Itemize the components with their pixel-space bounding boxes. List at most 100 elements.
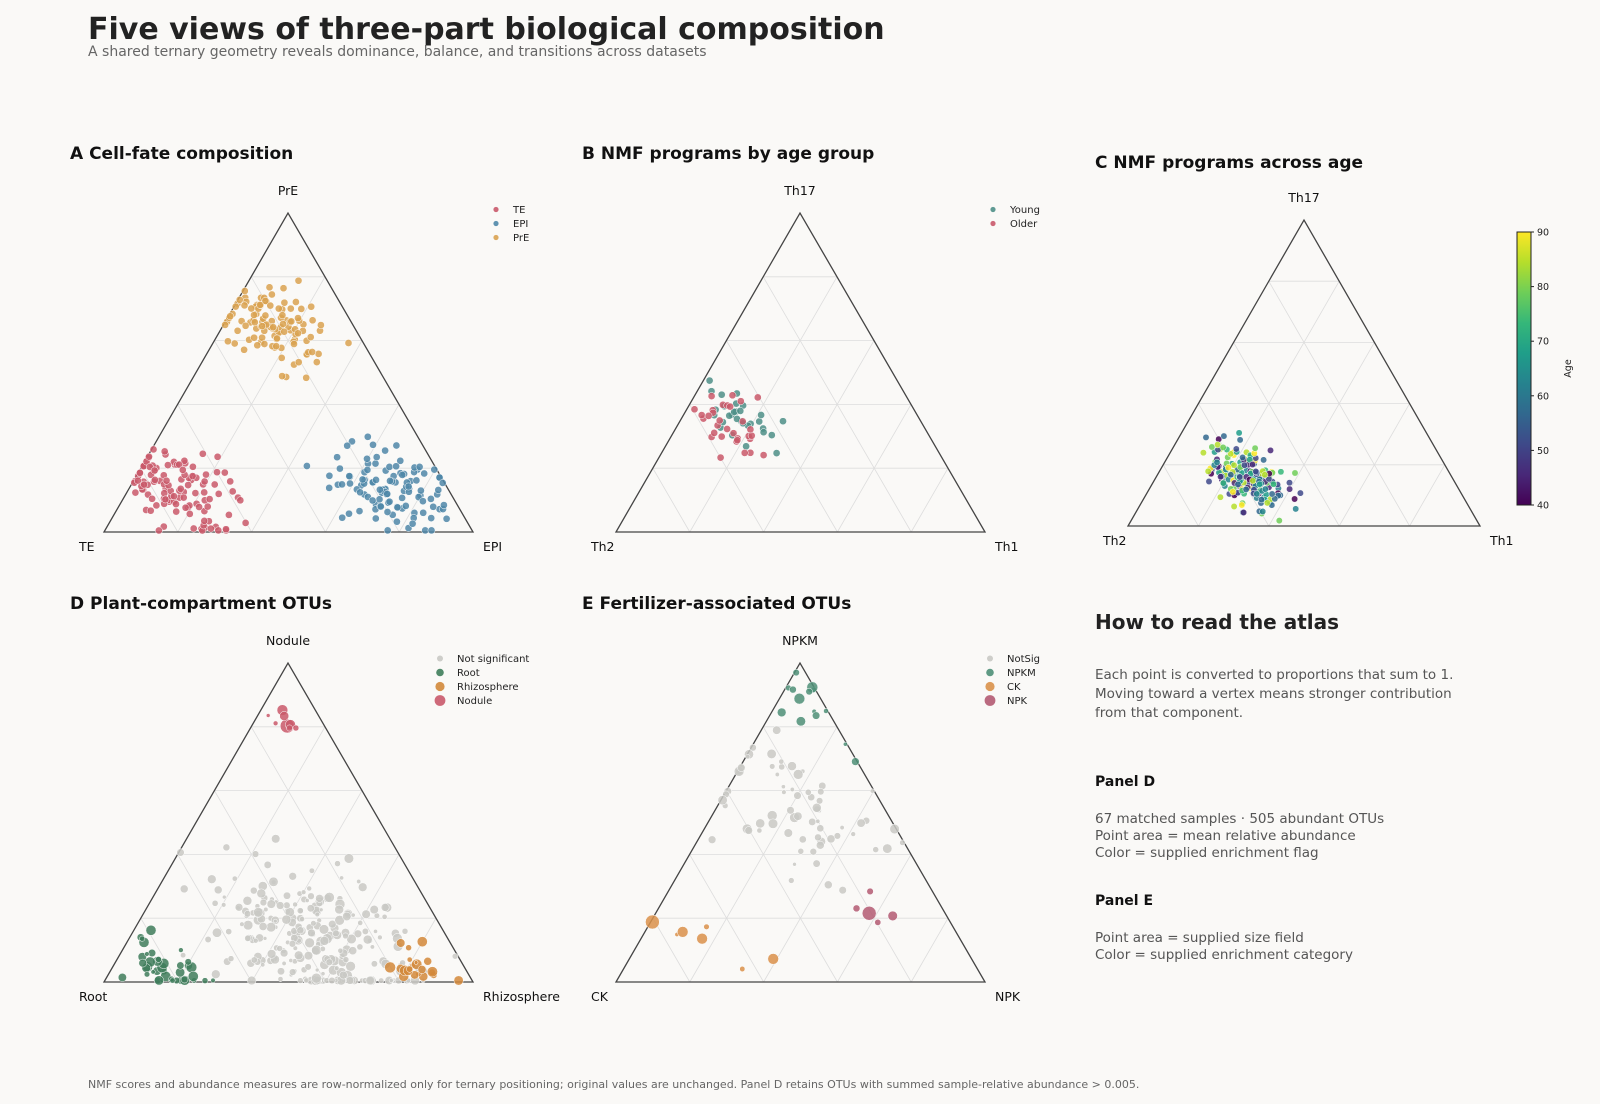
data-point xyxy=(145,452,153,461)
data-point xyxy=(276,901,285,910)
data-point xyxy=(233,326,242,335)
data-point xyxy=(314,911,320,918)
data-point xyxy=(1296,489,1304,497)
data-point xyxy=(162,476,171,485)
data-point xyxy=(1291,469,1299,477)
data-point xyxy=(262,936,268,941)
colorbar-tick-label: 90 xyxy=(1537,228,1549,239)
data-point xyxy=(372,476,380,484)
data-point xyxy=(346,933,357,945)
data-point xyxy=(451,953,459,960)
data-point xyxy=(723,425,731,433)
data-point xyxy=(1227,471,1235,479)
data-point xyxy=(357,920,364,926)
data-point xyxy=(228,487,237,496)
data-point xyxy=(377,934,383,941)
data-point xyxy=(150,466,159,475)
data-point xyxy=(117,973,127,982)
data-point xyxy=(767,431,776,439)
data-point xyxy=(1275,517,1283,525)
data-point xyxy=(279,284,288,293)
data-point xyxy=(169,977,176,984)
data-point xyxy=(180,456,189,465)
data-point xyxy=(1260,456,1268,464)
panel-title: C NMF programs across age xyxy=(1095,153,1363,173)
footnote: NMF scores and abundance measures are ro… xyxy=(88,1078,1139,1091)
data-point xyxy=(1261,485,1269,493)
data-point xyxy=(345,509,353,518)
data-point xyxy=(804,788,812,796)
data-point xyxy=(757,411,765,419)
data-point xyxy=(1252,468,1260,475)
data-point xyxy=(419,508,428,517)
data-point xyxy=(1268,490,1276,498)
data-point xyxy=(429,502,438,511)
data-point xyxy=(767,818,779,829)
data-point xyxy=(1219,479,1227,487)
data-point xyxy=(205,495,214,503)
data-point xyxy=(416,936,428,948)
data-point xyxy=(252,937,259,944)
ternary-frame xyxy=(102,661,475,983)
ternary-frame xyxy=(614,661,987,983)
data-point xyxy=(1214,441,1222,449)
data-point xyxy=(243,920,254,931)
notes-panel-d-title: Panel D xyxy=(1095,774,1155,790)
data-point xyxy=(213,885,223,895)
data-point xyxy=(427,514,436,522)
data-point xyxy=(318,907,324,913)
vertex-label-top: NPKM xyxy=(782,633,818,648)
data-point xyxy=(311,972,322,984)
data-point xyxy=(280,327,289,336)
data-point xyxy=(131,488,140,497)
legend-label: Not significant xyxy=(457,654,529,665)
data-point xyxy=(383,526,392,535)
data-point xyxy=(263,860,272,869)
data-point xyxy=(224,337,232,346)
data-point xyxy=(176,961,185,970)
data-point xyxy=(369,440,377,449)
data-point xyxy=(286,724,293,732)
data-point xyxy=(236,496,245,505)
data-point xyxy=(398,494,406,502)
data-point xyxy=(273,334,281,343)
data-point xyxy=(406,956,413,963)
vertex-label-right: Th1 xyxy=(1489,533,1514,548)
data-point xyxy=(1208,443,1216,451)
data-point xyxy=(415,463,424,471)
notes-panel-d-line: Point area = mean relative abundance xyxy=(1095,828,1356,844)
data-point xyxy=(772,449,781,457)
data-point xyxy=(833,832,841,840)
data-point xyxy=(427,495,435,503)
data-point xyxy=(133,476,142,485)
data-point xyxy=(1242,485,1250,493)
colorbar-tick-label: 50 xyxy=(1537,446,1549,457)
data-point xyxy=(334,904,344,915)
data-point xyxy=(151,476,159,484)
grid-line xyxy=(177,854,252,983)
data-point xyxy=(258,322,267,330)
data-point xyxy=(368,496,377,505)
data-point xyxy=(795,716,806,727)
panel-title: A Cell-fate composition xyxy=(70,144,293,164)
data-point xyxy=(286,304,295,313)
data-point xyxy=(179,493,188,502)
data-point xyxy=(777,707,787,718)
legend-marker xyxy=(493,234,499,241)
data-point xyxy=(240,301,249,310)
data-point xyxy=(178,947,184,953)
data-point xyxy=(297,977,304,984)
data-point xyxy=(175,460,183,469)
notes-panel-e-line: Color = supplied enrichment category xyxy=(1095,947,1353,963)
grid-line xyxy=(1268,342,1375,527)
grid-line xyxy=(726,790,838,983)
data-point xyxy=(222,894,227,900)
data-point xyxy=(378,977,385,984)
data-point xyxy=(281,960,287,966)
data-point xyxy=(805,687,813,696)
data-point xyxy=(266,949,277,959)
data-point xyxy=(328,920,337,929)
data-point xyxy=(792,862,797,867)
data-point xyxy=(746,425,755,434)
data-point xyxy=(318,924,330,935)
